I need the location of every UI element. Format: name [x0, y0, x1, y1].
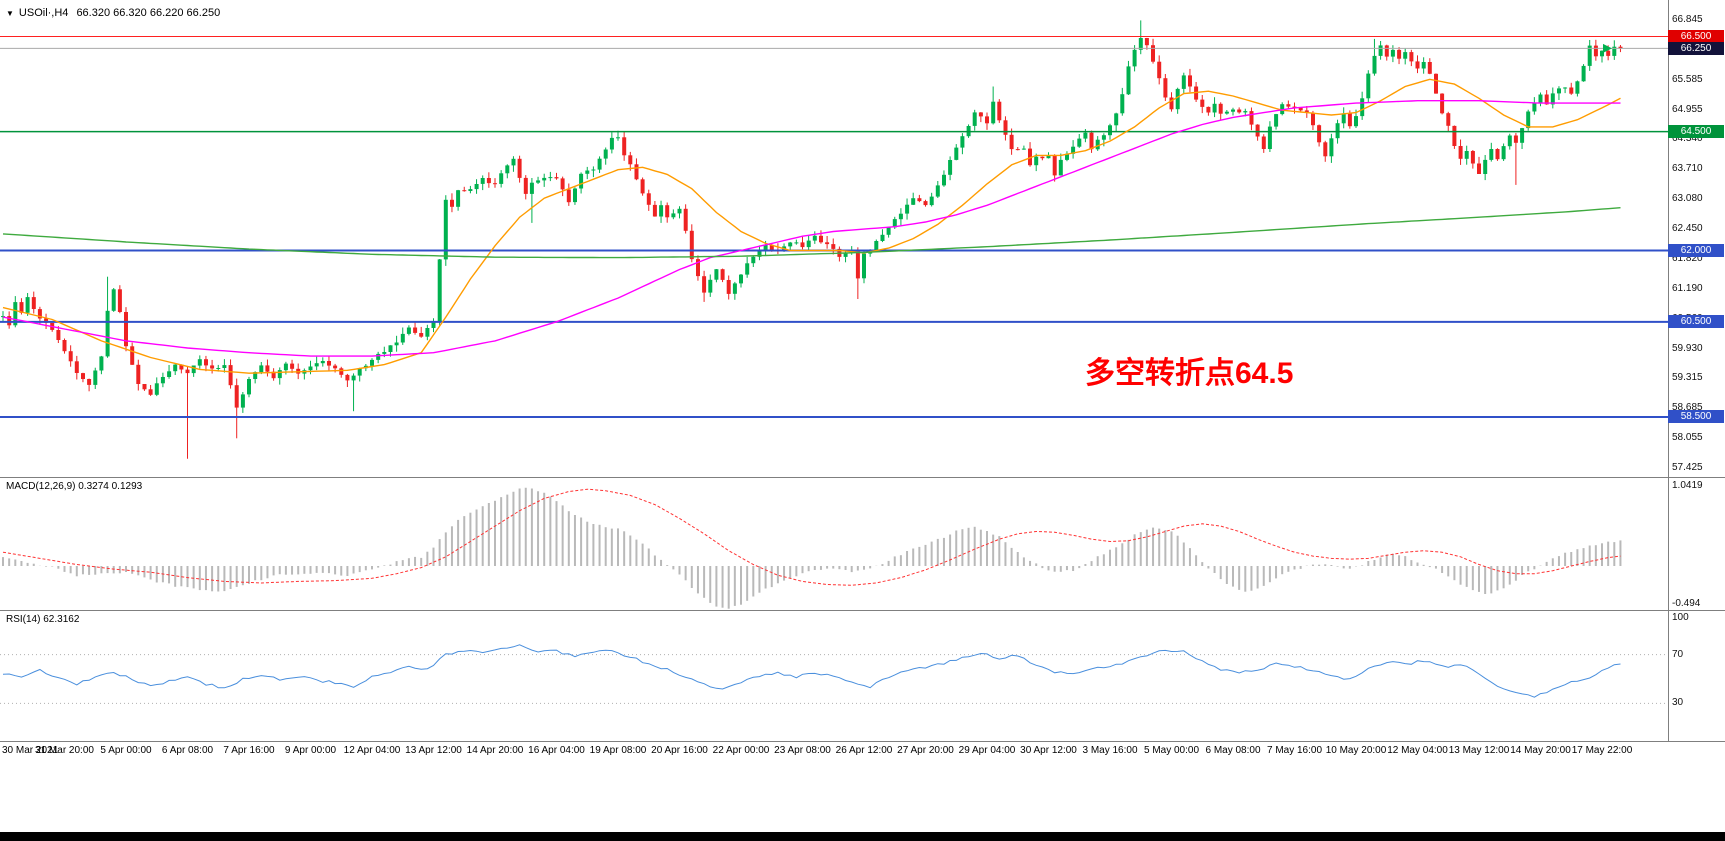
symbol-period-label: USOil·,H4	[18, 7, 69, 19]
macd-histogram	[2, 487, 1622, 609]
symbol-info: ▼ USOil·,H4 66.320 66.320 66.220 66.250	[6, 7, 220, 19]
panel-dividers	[0, 0, 1725, 742]
last-price-arrow	[1603, 43, 1612, 53]
ma-mid-line	[2, 99, 1621, 357]
macd-signal-line	[2, 488, 1621, 586]
ma-slow-line	[2, 207, 1621, 259]
ma-fast-line	[2, 78, 1621, 374]
candlestick-series	[1, 20, 1623, 459]
chart-collapse-icon[interactable]: ▼	[6, 9, 14, 18]
ohlc-values-label: 66.320 66.320 66.220 66.250	[76, 7, 221, 19]
price-annotation: 多空转折点64.5	[1085, 357, 1294, 390]
rsi-series	[0, 644, 1668, 704]
bottom-bar	[0, 832, 1725, 841]
rsi-indicator-label: RSI(14) 62.3162	[6, 614, 80, 625]
level-lines	[0, 36, 1668, 418]
macd-indicator-label: MACD(12,26,9) 0.3274 0.1293	[6, 481, 143, 492]
